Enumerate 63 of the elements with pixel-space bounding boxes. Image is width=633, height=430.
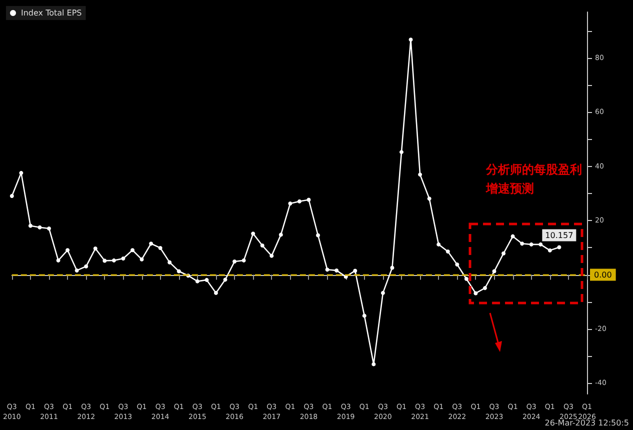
point (168, 260, 172, 264)
point (270, 254, 274, 258)
point (297, 199, 302, 204)
point (214, 290, 218, 295)
point (436, 242, 441, 246)
point (408, 38, 413, 42)
point (112, 258, 116, 262)
legend-label: Index Total EPS (21, 8, 82, 18)
point (66, 248, 70, 252)
point (390, 266, 394, 270)
point (93, 246, 98, 251)
point (306, 198, 311, 202)
point (548, 248, 552, 252)
point (334, 268, 339, 272)
point (176, 269, 181, 274)
point (372, 362, 376, 366)
point (380, 290, 385, 295)
point (325, 268, 330, 272)
point (223, 278, 228, 282)
point (399, 150, 404, 154)
point (474, 291, 478, 296)
point (242, 258, 246, 262)
point (47, 226, 52, 230)
point (557, 245, 562, 250)
point (427, 196, 432, 201)
point (102, 258, 107, 263)
point (520, 242, 524, 246)
data-label: 10.157 (545, 230, 574, 240)
point (232, 260, 237, 264)
ref-line-label: 0.00 (594, 270, 612, 280)
point (38, 225, 42, 230)
text: 26-Mar-2023 12:50:5 (544, 418, 630, 428)
point (510, 234, 515, 238)
point (418, 172, 422, 177)
point (195, 279, 200, 284)
point (158, 246, 162, 250)
annotation: 分析师的每股盈利增速预测 (485, 162, 582, 196)
point (84, 264, 88, 268)
point (288, 202, 292, 206)
point (204, 278, 209, 282)
point (362, 314, 366, 318)
point (149, 242, 154, 246)
point (538, 242, 543, 246)
point (482, 286, 487, 290)
point (353, 268, 358, 273)
point (74, 268, 79, 272)
point (502, 251, 506, 256)
point (278, 232, 283, 237)
point (28, 224, 32, 228)
point (455, 262, 460, 266)
point (260, 244, 264, 248)
point (529, 242, 534, 246)
point (121, 256, 126, 261)
point (140, 257, 144, 262)
point (19, 170, 24, 175)
point (251, 232, 256, 236)
point (130, 248, 134, 252)
point (446, 249, 450, 254)
point (10, 194, 14, 198)
point (316, 233, 320, 238)
point (492, 269, 496, 274)
point (56, 258, 60, 262)
point (464, 276, 468, 281)
